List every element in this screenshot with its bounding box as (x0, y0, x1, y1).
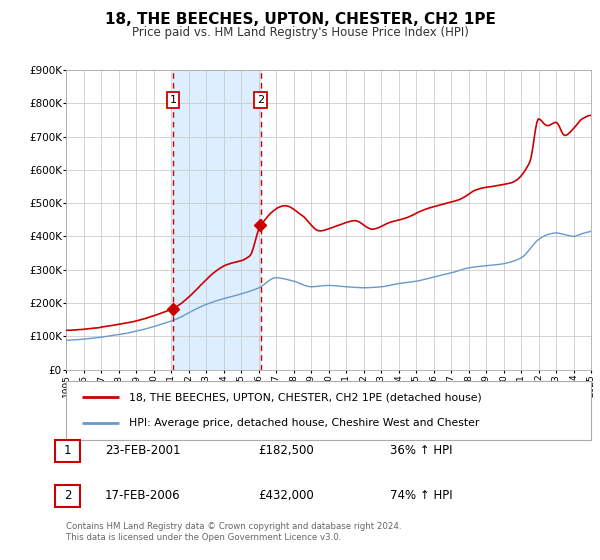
Text: £432,000: £432,000 (258, 489, 314, 502)
Text: HPI: Average price, detached house, Cheshire West and Chester: HPI: Average price, detached house, Ches… (129, 418, 479, 428)
Text: 17-FEB-2006: 17-FEB-2006 (105, 489, 181, 502)
Bar (173, 70, 260, 370)
Text: 1: 1 (170, 95, 176, 105)
Text: £182,500: £182,500 (258, 444, 314, 458)
Text: Contains HM Land Registry data © Crown copyright and database right 2024.: Contains HM Land Registry data © Crown c… (66, 522, 401, 531)
Text: This data is licensed under the Open Government Licence v3.0.: This data is licensed under the Open Gov… (66, 533, 341, 542)
Text: Price paid vs. HM Land Registry's House Price Index (HPI): Price paid vs. HM Land Registry's House … (131, 26, 469, 39)
Text: 1: 1 (64, 444, 71, 458)
Text: 23-FEB-2001: 23-FEB-2001 (105, 444, 181, 458)
Text: 2: 2 (64, 489, 71, 502)
Text: 18, THE BEECHES, UPTON, CHESTER, CH2 1PE (detached house): 18, THE BEECHES, UPTON, CHESTER, CH2 1PE… (129, 392, 482, 402)
Text: 36% ↑ HPI: 36% ↑ HPI (390, 444, 452, 458)
Text: 18, THE BEECHES, UPTON, CHESTER, CH2 1PE: 18, THE BEECHES, UPTON, CHESTER, CH2 1PE (104, 12, 496, 27)
Text: 2: 2 (257, 95, 264, 105)
Text: 74% ↑ HPI: 74% ↑ HPI (390, 489, 452, 502)
